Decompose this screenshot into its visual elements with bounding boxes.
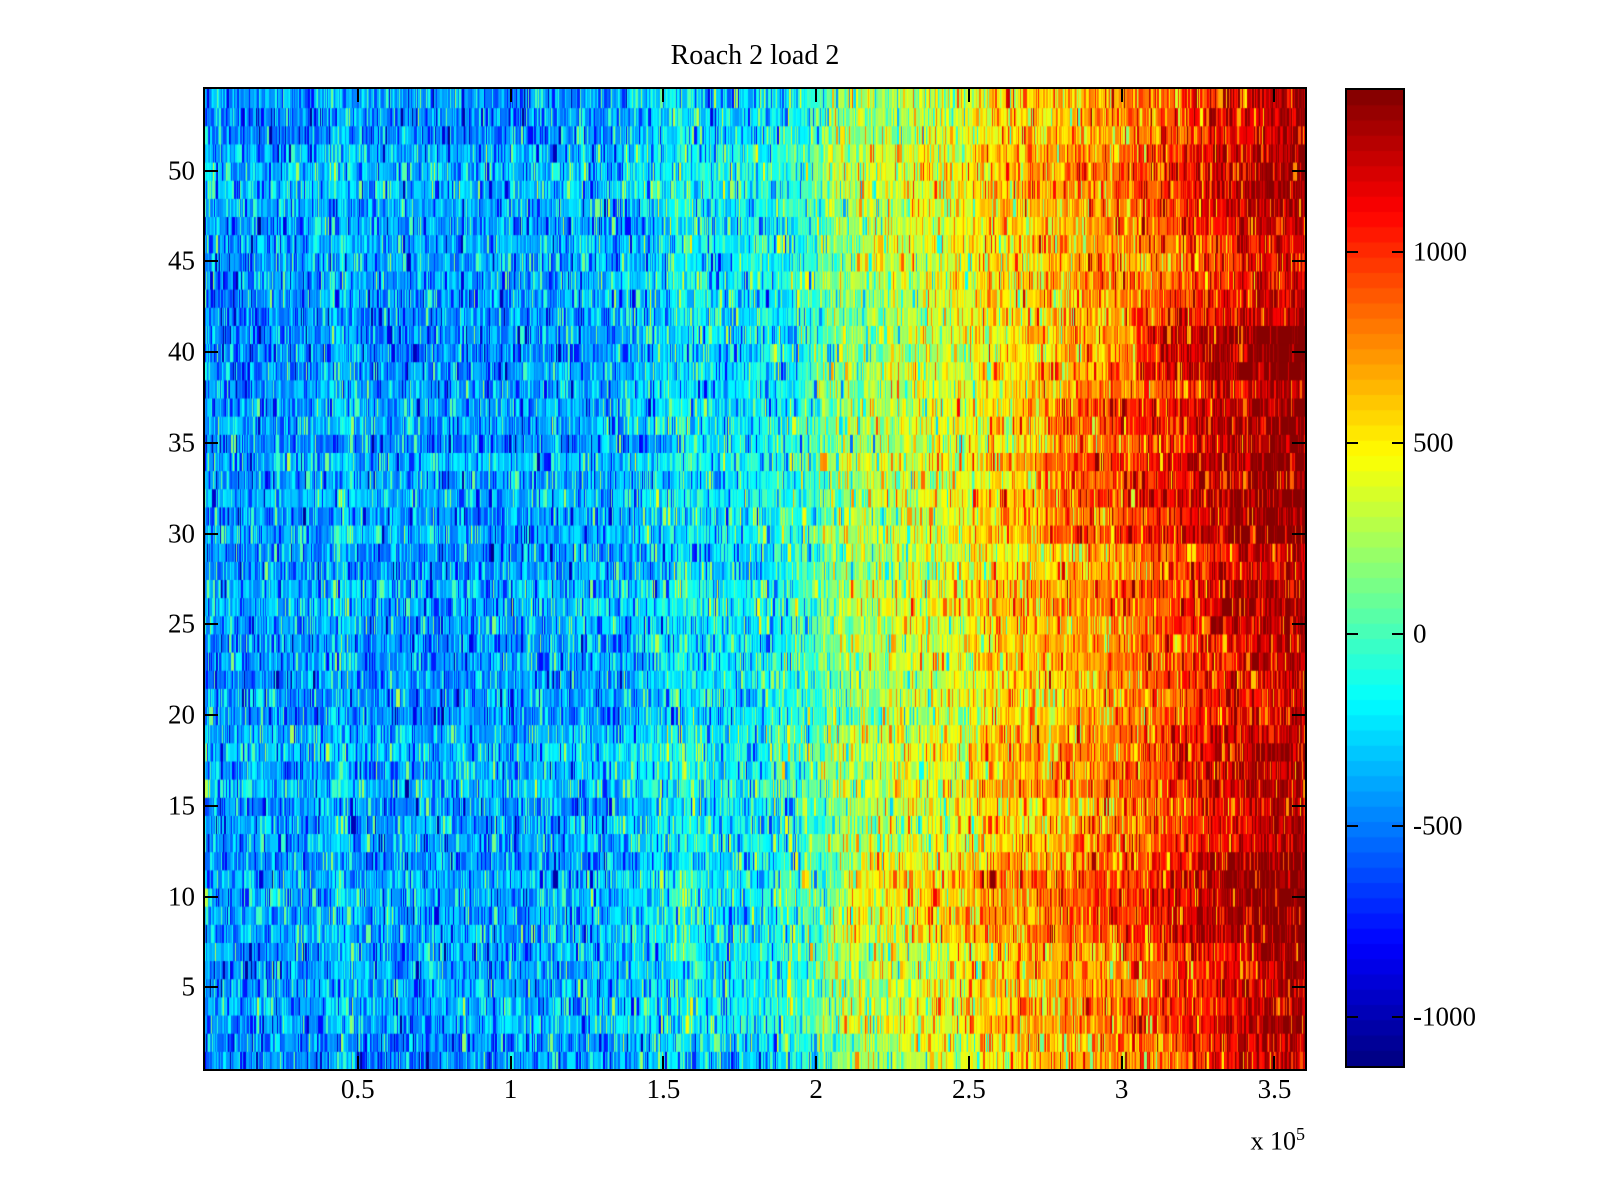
x-exponent-power: 5 bbox=[1296, 1124, 1305, 1144]
y-tick-label: 10 bbox=[168, 881, 195, 912]
y-tick-label: 20 bbox=[168, 699, 195, 730]
colorbar-tick-label: -500 bbox=[1413, 810, 1463, 841]
x-tick-label: 0.5 bbox=[340, 1074, 375, 1104]
y-tick-label: 45 bbox=[168, 245, 195, 276]
x-axis-exponent-label: x 105 bbox=[1251, 1124, 1306, 1157]
y-tick-label: 35 bbox=[168, 427, 195, 458]
plot-title: Roach 2 load 2 bbox=[670, 40, 840, 71]
heatmap-canvas bbox=[205, 89, 1305, 1069]
y-tick-label: 40 bbox=[168, 336, 195, 367]
y-tick-label: 15 bbox=[168, 790, 195, 821]
x-tick-label: 3 bbox=[1114, 1074, 1129, 1104]
x-tick-label: 2.5 bbox=[952, 1074, 986, 1104]
y-tick-label: 30 bbox=[168, 518, 195, 549]
colorbar-tick-label: 500 bbox=[1413, 427, 1454, 458]
colorbar-tick-label: -1000 bbox=[1413, 1001, 1476, 1032]
x-tick-label: 1 bbox=[503, 1074, 518, 1104]
y-tick-label: 50 bbox=[168, 155, 195, 186]
y-tick-label: 25 bbox=[168, 608, 195, 639]
colorbar-tick-label: 0 bbox=[1413, 618, 1427, 649]
x-exponent-base: x 10 bbox=[1250, 1126, 1297, 1156]
colorbar-tick-label: 1000 bbox=[1413, 236, 1467, 267]
x-tick-label: 3.5 bbox=[1257, 1074, 1292, 1104]
y-tick-label: 5 bbox=[181, 971, 196, 1002]
x-tick-label: 1.5 bbox=[646, 1074, 681, 1104]
colorbar-canvas bbox=[1347, 90, 1403, 1066]
x-tick-label: 2 bbox=[809, 1074, 823, 1104]
